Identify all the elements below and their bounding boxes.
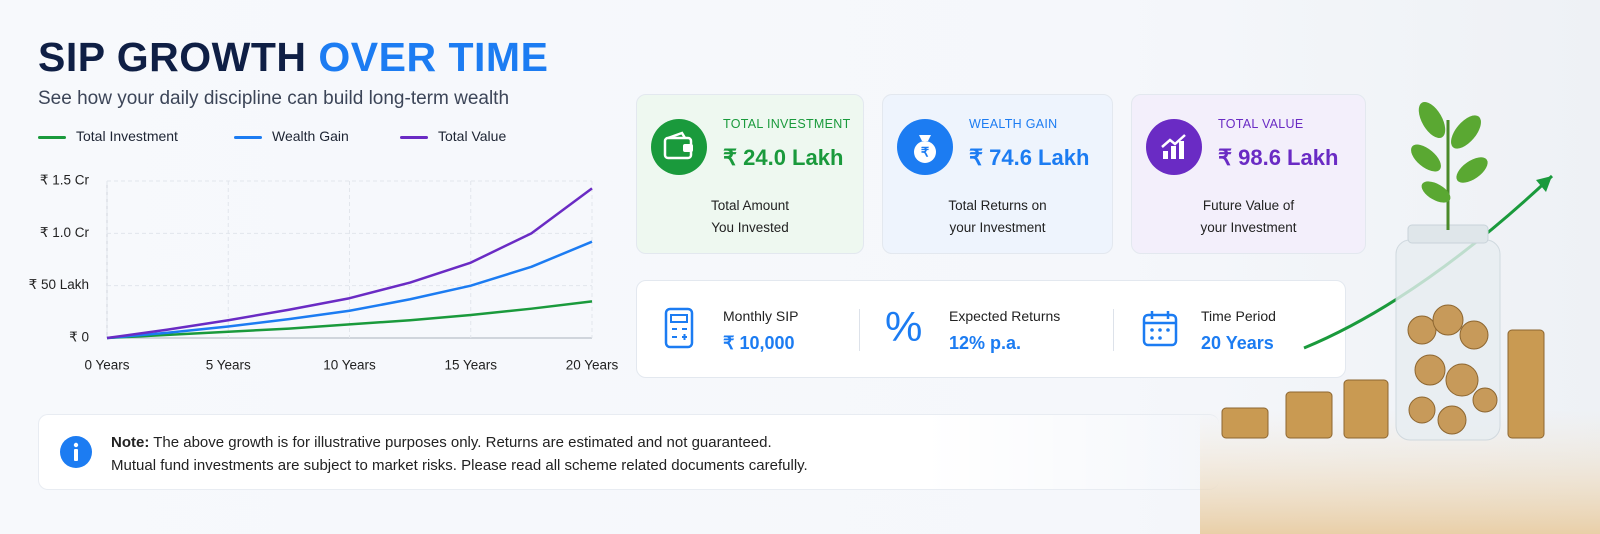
stat-label: Time Period [1201, 308, 1276, 324]
title-part: SIP GROWTH [38, 34, 307, 80]
desc-line: your Investment [1200, 220, 1297, 235]
legend-swatch [400, 135, 428, 139]
title: SIP GROWTH OVER TIME [38, 34, 548, 81]
title-part: OVER TIME [318, 34, 549, 80]
y-tick-label: ₹ 0 [69, 330, 89, 345]
x-tick-label: 10 Years [323, 358, 376, 373]
card-value: ₹ 74.6 Lakh [969, 145, 1090, 170]
card: ₹ WEALTH GAIN ₹ 74.6 Lakh Total Returns … [882, 94, 1113, 254]
illustration [1200, 101, 1600, 534]
stat-label: Expected Returns [949, 308, 1061, 324]
desc-line: Total Returns on [948, 198, 1047, 213]
card-label: TOTAL VALUE [1218, 117, 1304, 131]
card-value: ₹ 24.0 Lakh [723, 145, 844, 170]
card: TOTAL VALUE ₹ 98.6 Lakh Future Value of y… [1131, 94, 1366, 254]
stat-value: 20 Years [1201, 333, 1274, 353]
legend-item: Wealth Gain [234, 128, 349, 144]
x-tick-label: 20 Years [566, 358, 619, 373]
calculator-icon [664, 307, 694, 349]
subtitle: See how your daily discipline can build … [38, 88, 510, 109]
desc-line: Total Amount [710, 198, 790, 213]
legend-item: Total Value [400, 128, 506, 144]
note-line: Mutual fund investments are subject to m… [111, 457, 808, 474]
x-tick-label: 15 Years [444, 358, 497, 373]
svg-text:₹: ₹ [921, 144, 930, 159]
note-box: Note: The above growth is for illustrati… [38, 414, 1219, 490]
legend-label: Total Investment [76, 128, 178, 144]
percent-icon: % [885, 303, 923, 350]
desc-line: You Invested [711, 220, 789, 235]
card-label: WEALTH GAIN [969, 117, 1058, 131]
growth-icon [1146, 119, 1202, 175]
card: TOTAL INVESTMENT ₹ 24.0 Lakh Total Amoun… [636, 94, 864, 254]
stats-panel: Monthly SIP ₹ 10,000 % Expected Returns 12… [636, 280, 1346, 378]
y-tick-label: ₹ 50 Lakh [29, 277, 89, 292]
legend-swatch [38, 135, 66, 139]
chart: ₹ 0 ₹ 50 Lakh ₹ 1.0 Cr ₹ 1.5 Cr 0 Years 5 Yea… [29, 173, 619, 373]
desc-line: Future Value of [1202, 198, 1295, 213]
card-label: TOTAL INVESTMENT [723, 117, 851, 131]
card-desc: Total Returns on your Investment [883, 195, 1112, 239]
y-tick-label: ₹ 1.5 Cr [40, 173, 90, 188]
note-text: Note: The above growth is for illustrati… [111, 431, 808, 477]
note-bold: Note: [111, 434, 150, 451]
series-line [106, 240, 593, 340]
y-tick-label: ₹ 1.0 Cr [40, 225, 90, 240]
legend-label: Wealth Gain [272, 128, 349, 144]
x-tick-label: 5 Years [206, 358, 251, 373]
stat-value: ₹ 10,000 [723, 333, 795, 353]
legend-swatch [234, 135, 262, 139]
moneybag-icon: ₹ [897, 119, 953, 175]
wallet-icon [651, 119, 707, 175]
legend-label: Total Value [438, 128, 507, 144]
separator [1113, 309, 1114, 351]
card-desc: Future Value of your Investment [1132, 195, 1365, 239]
x-tick-label: 0 Years [84, 358, 129, 373]
note-line: The above growth is for illustrative pur… [153, 434, 772, 451]
legend-item: Total Investment [38, 128, 178, 144]
card-value: ₹ 98.6 Lakh [1218, 145, 1339, 170]
stat-label: Monthly SIP [723, 308, 799, 324]
calendar-icon [1142, 311, 1178, 347]
series-line [106, 187, 593, 340]
info-icon [60, 436, 92, 468]
series-line [106, 300, 593, 340]
card-desc: Total Amount You Invested [637, 195, 863, 239]
separator [859, 309, 860, 351]
desc-line: your Investment [949, 220, 1046, 235]
stat-value: 12% p.a. [949, 333, 1022, 353]
